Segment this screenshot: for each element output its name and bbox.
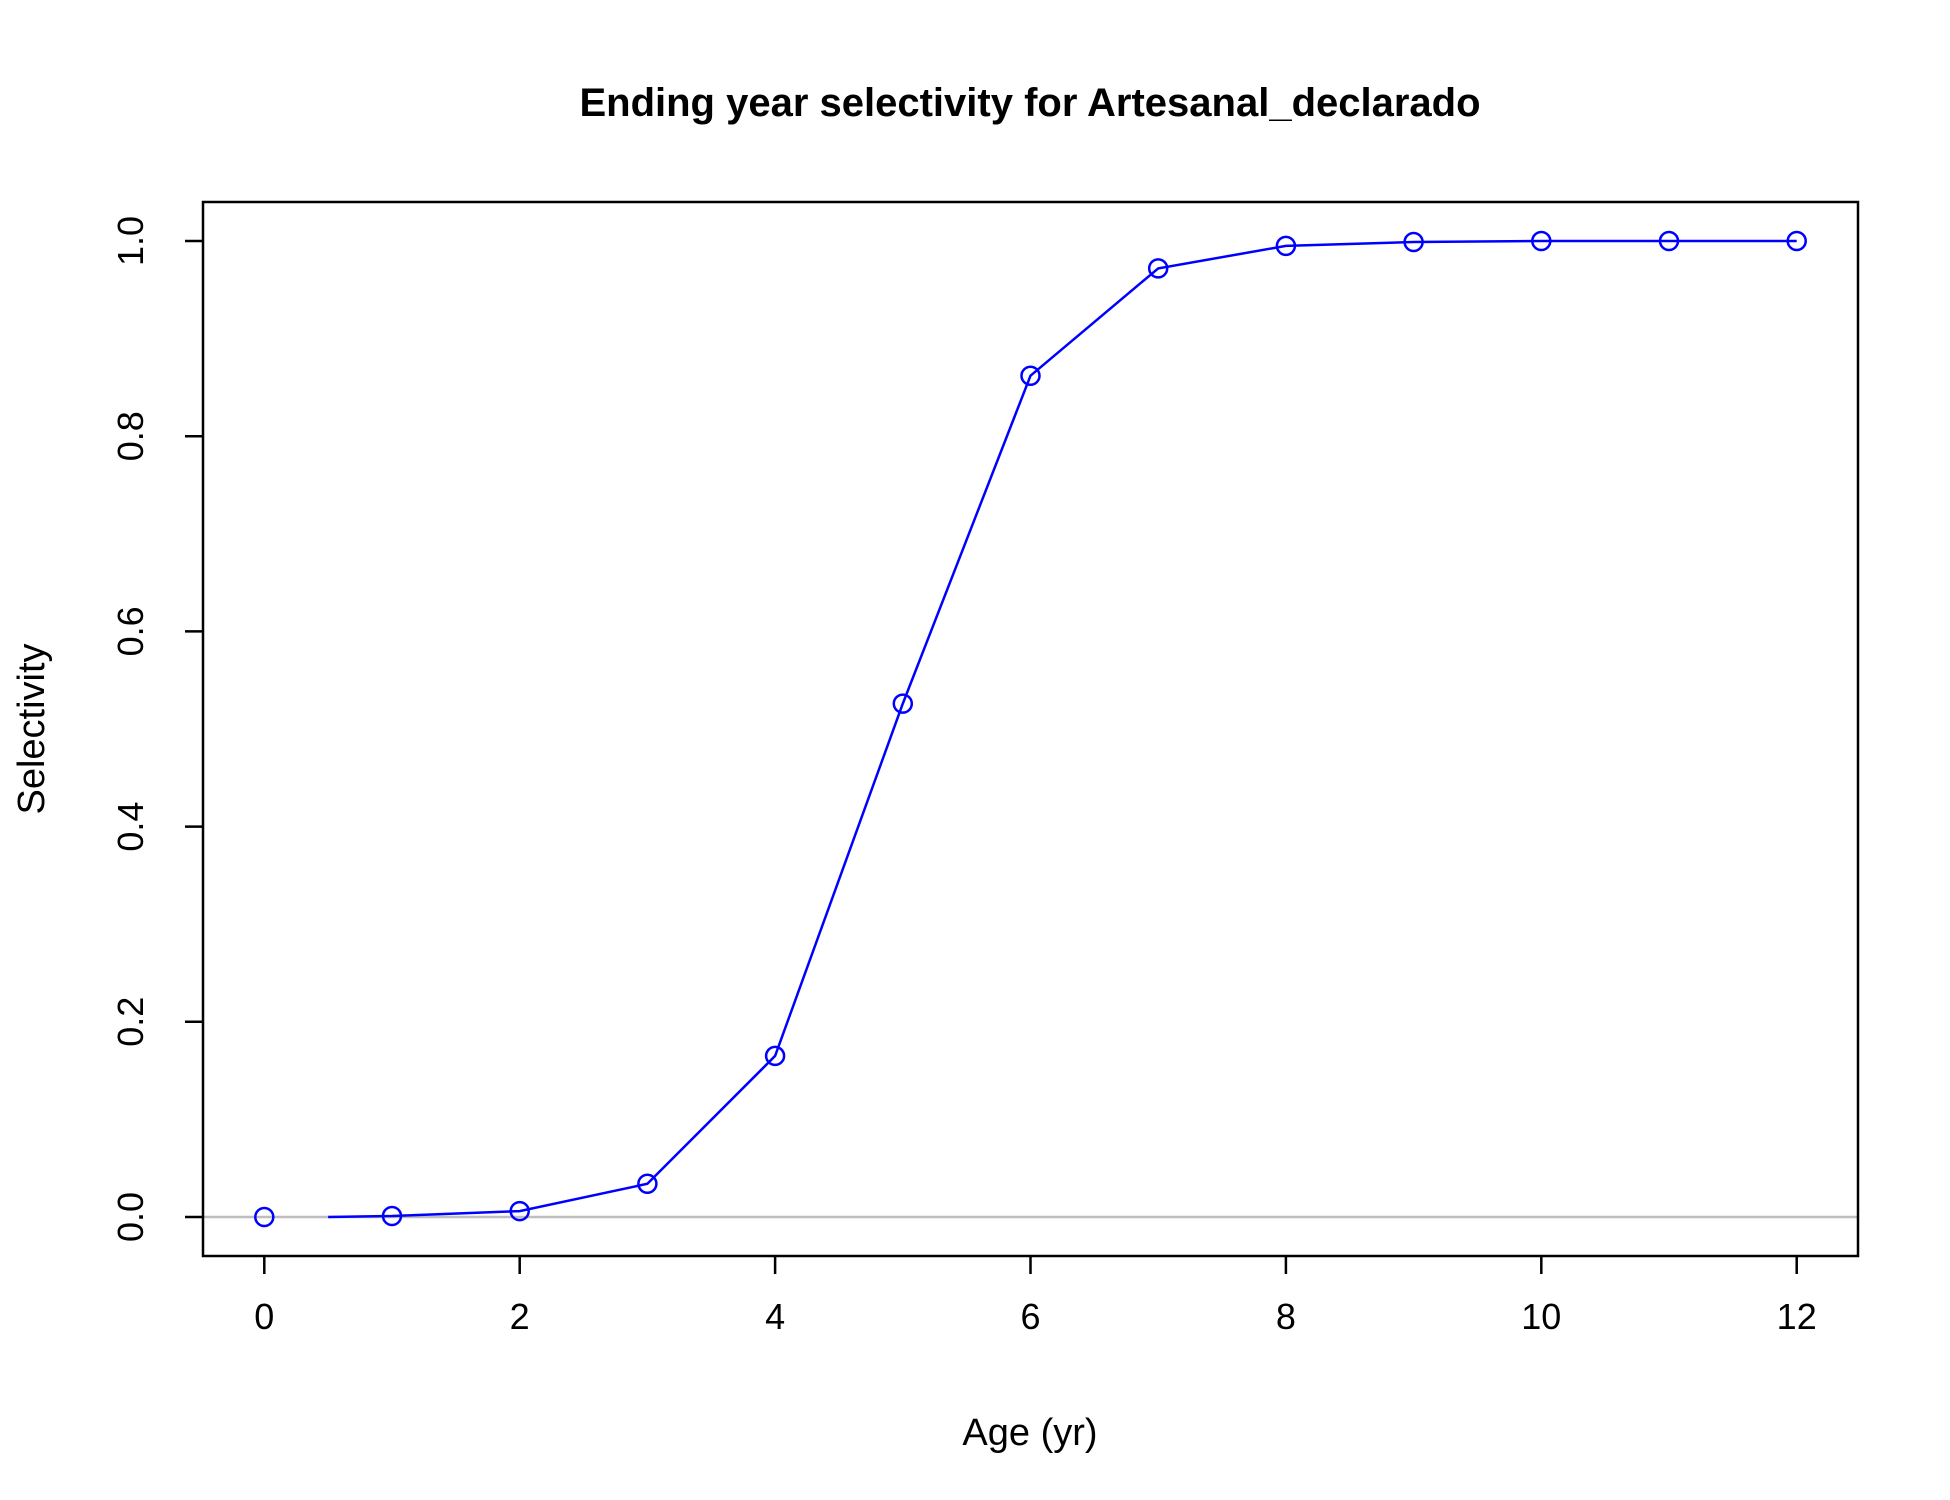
x-tick-label: 10	[1521, 1296, 1561, 1337]
x-tick-label: 4	[765, 1296, 785, 1337]
y-tick-label: 0.0	[110, 1192, 151, 1242]
plot-frame	[201, 200, 1860, 1258]
data-point	[1531, 230, 1552, 252]
data-point	[1658, 230, 1680, 252]
y-axis: 0.0 0.2 0.4 0.6 0.8 1.0	[110, 216, 203, 1242]
plot-area	[203, 230, 1858, 1228]
y-tick-label: 0.8	[110, 411, 151, 461]
data-point	[764, 1045, 786, 1067]
data-point	[1786, 230, 1807, 252]
data-point	[381, 1205, 403, 1227]
y-axis-label: Selectivity	[11, 643, 53, 814]
x-tick-label: 6	[1020, 1296, 1040, 1337]
data-point	[509, 1200, 530, 1222]
data-point	[1020, 365, 1041, 386]
data-point	[892, 693, 914, 714]
x-tick-label: 8	[1276, 1296, 1296, 1337]
x-tick-label: 2	[510, 1296, 530, 1337]
data-point	[1403, 231, 1424, 253]
x-axis-label: Age (yr)	[962, 1412, 1097, 1454]
y-tick-label: 0.4	[110, 802, 151, 852]
y-tick-label: 0.6	[110, 606, 151, 656]
x-tick-label: 12	[1777, 1296, 1817, 1337]
data-point	[1147, 258, 1169, 279]
data-point	[1275, 235, 1297, 257]
x-axis: 0 2 4 6 8 10 12	[254, 1255, 1817, 1337]
data-point	[254, 1206, 275, 1228]
chart-title: Ending year selectivity for Artesanal_de…	[579, 81, 1480, 125]
series-line	[328, 239, 1797, 1219]
x-tick-label: 0	[254, 1296, 274, 1337]
y-tick-label: 0.2	[110, 997, 151, 1047]
data-point	[637, 1173, 658, 1195]
y-tick-label: 1.0	[110, 216, 151, 266]
